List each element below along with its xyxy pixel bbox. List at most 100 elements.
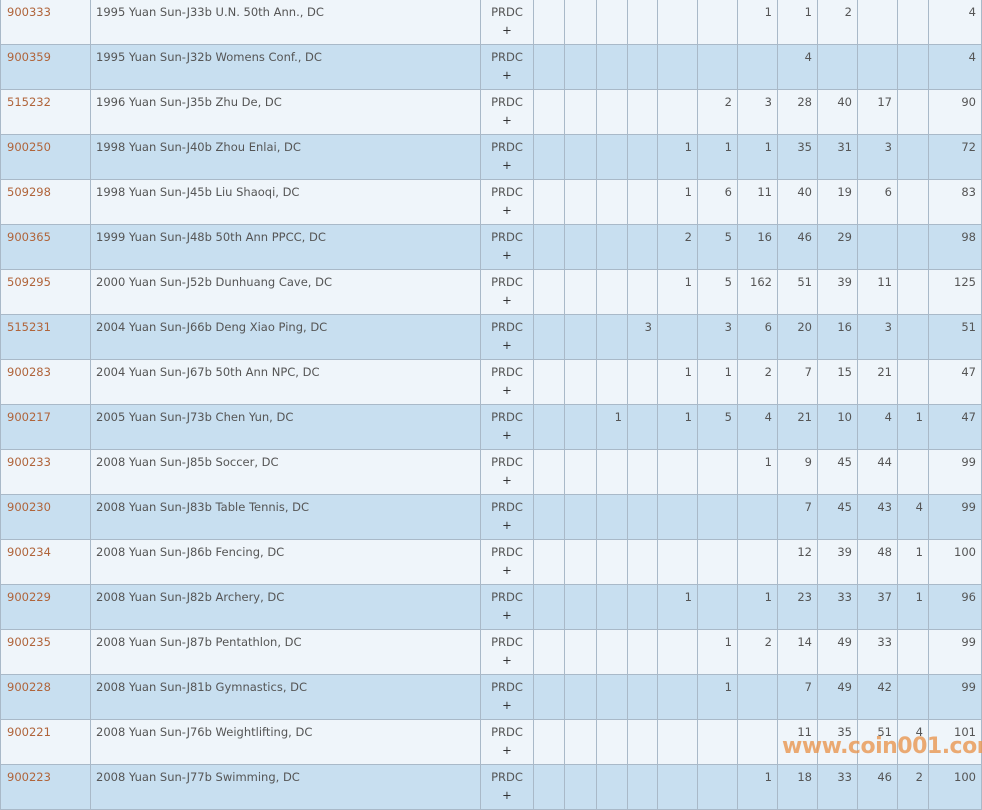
count-cell bbox=[533, 44, 565, 90]
plus-toggle[interactable]: + bbox=[502, 248, 512, 262]
grade-label: PRDC bbox=[491, 5, 523, 19]
grade-cell: PRDC + bbox=[480, 89, 534, 135]
coin-id-link[interactable]: 900333 bbox=[7, 5, 51, 19]
count-cell: 2 bbox=[737, 359, 778, 405]
id-cell: 900365 bbox=[0, 224, 91, 270]
count-cell bbox=[857, 0, 898, 45]
count-cell bbox=[533, 314, 565, 360]
id-cell: 900223 bbox=[0, 764, 91, 810]
count-cell bbox=[596, 494, 628, 540]
description-cell: 2008 Yuan Sun-J82b Archery, DC bbox=[90, 584, 481, 630]
count-cell bbox=[596, 179, 628, 225]
plus-toggle[interactable]: + bbox=[502, 23, 512, 37]
grade-label: PRDC bbox=[491, 680, 523, 694]
coin-id-link[interactable]: 900223 bbox=[7, 770, 51, 784]
coin-id-link[interactable]: 509295 bbox=[7, 275, 51, 289]
table-row: 900235 2008 Yuan Sun-J87b Pentathlon, DC P… bbox=[0, 629, 982, 675]
plus-toggle[interactable]: + bbox=[502, 68, 512, 82]
count-cell: 15 bbox=[817, 359, 858, 405]
coin-id-link[interactable]: 900283 bbox=[7, 365, 51, 379]
grade-cell: PRDC + bbox=[480, 0, 534, 45]
coin-id-link[interactable]: 900230 bbox=[7, 500, 51, 514]
plus-toggle[interactable]: + bbox=[502, 653, 512, 667]
grade-label: PRDC bbox=[491, 725, 523, 739]
coin-id-link[interactable]: 900217 bbox=[7, 410, 51, 424]
coin-id-link[interactable]: 900250 bbox=[7, 140, 51, 154]
plus-toggle[interactable]: + bbox=[502, 473, 512, 487]
grade-label: PRDC bbox=[491, 770, 523, 784]
count-cell: 1 bbox=[657, 179, 698, 225]
count-cell: 4 bbox=[897, 719, 929, 765]
count-cell: 31 bbox=[817, 134, 858, 180]
count-cell: 21 bbox=[777, 404, 818, 450]
coin-id-link[interactable]: 900235 bbox=[7, 635, 51, 649]
grade-label: PRDC bbox=[491, 140, 523, 154]
count-cell: 48 bbox=[857, 539, 898, 585]
table-row: 515232 1996 Yuan Sun-J35b Zhu De, DC PRDC +… bbox=[0, 89, 982, 135]
plus-toggle[interactable]: + bbox=[502, 743, 512, 757]
id-cell: 900283 bbox=[0, 359, 91, 405]
plus-toggle[interactable]: + bbox=[502, 428, 512, 442]
count-cell bbox=[627, 44, 658, 90]
plus-toggle[interactable]: + bbox=[502, 203, 512, 217]
plus-toggle[interactable]: + bbox=[502, 518, 512, 532]
grade-label: PRDC bbox=[491, 455, 523, 469]
count-cell bbox=[697, 539, 738, 585]
count-cell: 5 bbox=[697, 224, 738, 270]
coin-id-link[interactable]: 900365 bbox=[7, 230, 51, 244]
plus-toggle[interactable]: + bbox=[502, 113, 512, 127]
coin-id-link[interactable]: 900234 bbox=[7, 545, 51, 559]
plus-toggle[interactable]: + bbox=[502, 158, 512, 172]
plus-toggle[interactable]: + bbox=[502, 338, 512, 352]
coin-id-link[interactable]: 900229 bbox=[7, 590, 51, 604]
count-cell: 45 bbox=[817, 494, 858, 540]
count-cell bbox=[817, 44, 858, 90]
coin-id-link[interactable]: 515231 bbox=[7, 320, 51, 334]
grade-cell: PRDC + bbox=[480, 494, 534, 540]
count-cell bbox=[897, 314, 929, 360]
count-cell bbox=[627, 539, 658, 585]
count-cell bbox=[533, 179, 565, 225]
plus-toggle[interactable]: + bbox=[502, 698, 512, 712]
count-cell bbox=[897, 359, 929, 405]
id-cell: 515231 bbox=[0, 314, 91, 360]
count-cell bbox=[627, 764, 658, 810]
count-cell bbox=[533, 0, 565, 45]
coin-id-link[interactable]: 900221 bbox=[7, 725, 51, 739]
count-cell: 1 bbox=[777, 0, 818, 45]
coin-id-link[interactable]: 515232 bbox=[7, 95, 51, 109]
grade-label: PRDC bbox=[491, 95, 523, 109]
grade-label: PRDC bbox=[491, 545, 523, 559]
grade-cell: PRDC + bbox=[480, 134, 534, 180]
coin-id-link[interactable]: 900228 bbox=[7, 680, 51, 694]
count-cell bbox=[897, 449, 929, 495]
count-cell bbox=[857, 44, 898, 90]
plus-toggle[interactable]: + bbox=[502, 293, 512, 307]
count-cell bbox=[897, 134, 929, 180]
count-cell: 2 bbox=[657, 224, 698, 270]
grade-cell: PRDC + bbox=[480, 629, 534, 675]
grade-cell: PRDC + bbox=[480, 674, 534, 720]
plus-toggle[interactable]: + bbox=[502, 788, 512, 802]
count-cell: 7 bbox=[777, 494, 818, 540]
grade-cell: PRDC + bbox=[480, 314, 534, 360]
coin-id-link[interactable]: 900233 bbox=[7, 455, 51, 469]
plus-toggle[interactable]: + bbox=[502, 608, 512, 622]
count-cell: 3 bbox=[857, 134, 898, 180]
count-cell bbox=[627, 629, 658, 675]
count-cell bbox=[657, 629, 698, 675]
grade-label: PRDC bbox=[491, 185, 523, 199]
grade-cell: PRDC + bbox=[480, 539, 534, 585]
count-cell bbox=[897, 224, 929, 270]
count-cell: 35 bbox=[817, 719, 858, 765]
coin-id-link[interactable]: 900359 bbox=[7, 50, 51, 64]
plus-toggle[interactable]: + bbox=[502, 563, 512, 577]
grade-cell: PRDC + bbox=[480, 269, 534, 315]
description-cell: 2008 Yuan Sun-J85b Soccer, DC bbox=[90, 449, 481, 495]
total-cell: 99 bbox=[928, 494, 982, 540]
coin-id-link[interactable]: 509298 bbox=[7, 185, 51, 199]
plus-toggle[interactable]: + bbox=[502, 383, 512, 397]
count-cell bbox=[737, 539, 778, 585]
count-cell: 4 bbox=[857, 404, 898, 450]
